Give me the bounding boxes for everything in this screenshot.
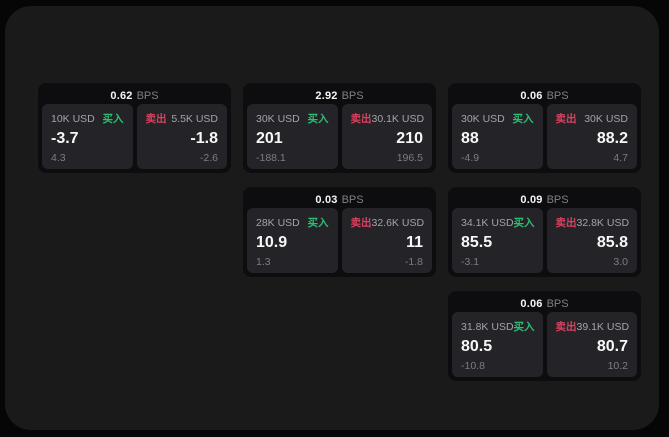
sell-side-label: 卖出 bbox=[555, 113, 577, 125]
buy-secondary-value: -188.1 bbox=[256, 151, 286, 164]
buy-price-value: 10.9 bbox=[256, 234, 288, 252]
buy-quote-tile[interactable]: 30K USD 买入 201 -188.1 bbox=[247, 104, 338, 169]
sell-quote-tile[interactable]: 卖出 5.5K USD -1.8 -2.6 bbox=[136, 104, 227, 169]
bps-header: 0.06 BPS bbox=[452, 87, 637, 104]
bps-value: 0.03 bbox=[315, 193, 338, 206]
quote-card: 0.09 BPS 34.1K USD 买入 85.5 -3.1 卖出 32.8K… bbox=[448, 187, 641, 277]
buy-secondary-value: -4.9 bbox=[461, 151, 480, 164]
sell-side-label: 卖出 bbox=[350, 113, 372, 125]
bps-unit-label: BPS bbox=[546, 89, 569, 102]
sell-secondary-value: -1.8 bbox=[404, 255, 423, 268]
sell-side-label: 卖出 bbox=[145, 113, 167, 125]
sell-secondary-value: 4.7 bbox=[613, 151, 628, 164]
buy-price-value: 80.5 bbox=[461, 338, 493, 356]
buy-quote-tile[interactable]: 28K USD 买入 10.9 1.3 bbox=[247, 208, 338, 273]
sell-quote-tile[interactable]: 卖出 30K USD 88.2 4.7 bbox=[546, 104, 637, 169]
buy-notional-label: 30K USD bbox=[256, 112, 300, 125]
buy-notional-label: 31.8K USD bbox=[461, 320, 514, 333]
bps-header: 2.92 BPS bbox=[247, 87, 432, 104]
sell-side-label: 卖出 bbox=[555, 321, 577, 333]
buy-price-value: 201 bbox=[256, 130, 283, 148]
sell-price-value: 80.7 bbox=[596, 338, 628, 356]
bps-header: 0.06 BPS bbox=[452, 295, 637, 312]
bps-unit-label: BPS bbox=[546, 193, 569, 206]
quote-tiles: 31.8K USD 买入 80.5 -10.8 卖出 39.1K USD 80.… bbox=[452, 312, 637, 377]
sell-side-label: 卖出 bbox=[555, 217, 577, 229]
buy-secondary-value: -10.8 bbox=[461, 359, 485, 372]
bps-header: 0.09 BPS bbox=[452, 191, 637, 208]
bps-value: 0.09 bbox=[520, 193, 543, 206]
buy-side-label: 买入 bbox=[513, 217, 535, 229]
quote-tiles: 30K USD 买入 201 -188.1 卖出 30.1K USD 210 1… bbox=[247, 104, 432, 169]
buy-notional-label: 28K USD bbox=[256, 216, 300, 229]
buy-secondary-value: -3.1 bbox=[461, 255, 480, 268]
bps-value: 2.92 bbox=[315, 89, 338, 102]
quotes-grid: 0.62 BPS 10K USD 买入 -3.7 4.3 卖出 5.5K USD bbox=[38, 83, 641, 381]
bps-value: 0.06 bbox=[520, 297, 543, 310]
sell-secondary-value: 196.5 bbox=[396, 151, 423, 164]
buy-quote-tile[interactable]: 30K USD 买入 88 -4.9 bbox=[452, 104, 543, 169]
quote-card: 0.03 BPS 28K USD 买入 10.9 1.3 卖出 32.6K US… bbox=[243, 187, 436, 277]
sell-quote-tile[interactable]: 卖出 32.8K USD 85.8 3.0 bbox=[546, 208, 637, 273]
sell-notional-label: 32.6K USD bbox=[371, 216, 425, 229]
bps-unit-label: BPS bbox=[341, 89, 364, 102]
buy-side-label: 买入 bbox=[512, 113, 534, 125]
bps-value: 0.06 bbox=[520, 89, 543, 102]
buy-side-label: 买入 bbox=[307, 113, 329, 125]
sell-quote-tile[interactable]: 卖出 39.1K USD 80.7 10.2 bbox=[546, 312, 637, 377]
bps-unit-label: BPS bbox=[341, 193, 364, 206]
bps-header: 0.03 BPS bbox=[247, 191, 432, 208]
quote-tiles: 28K USD 买入 10.9 1.3 卖出 32.6K USD 11 -1.8 bbox=[247, 208, 432, 273]
sell-secondary-value: 3.0 bbox=[613, 255, 628, 268]
buy-price-value: 85.5 bbox=[461, 234, 493, 252]
buy-side-label: 买入 bbox=[102, 113, 124, 125]
sell-price-value: 88.2 bbox=[596, 130, 628, 148]
quotes-panel-surface: 0.62 BPS 10K USD 买入 -3.7 4.3 卖出 5.5K USD bbox=[5, 6, 659, 430]
buy-side-label: 买入 bbox=[307, 217, 329, 229]
bps-value: 0.62 bbox=[110, 89, 133, 102]
quote-card: 2.92 BPS 30K USD 买入 201 -188.1 卖出 30.1K … bbox=[243, 83, 436, 173]
sell-notional-label: 30K USD bbox=[584, 112, 628, 125]
sell-notional-label: 5.5K USD bbox=[171, 112, 218, 125]
buy-secondary-value: 4.3 bbox=[51, 151, 66, 164]
sell-notional-label: 30.1K USD bbox=[371, 112, 425, 125]
quote-tiles: 10K USD 买入 -3.7 4.3 卖出 5.5K USD -1.8 -2.… bbox=[42, 104, 227, 169]
bps-unit-label: BPS bbox=[546, 297, 569, 310]
sell-secondary-value: 10.2 bbox=[607, 359, 628, 372]
sell-price-value: -1.8 bbox=[190, 130, 218, 148]
quote-tiles: 30K USD 买入 88 -4.9 卖出 30K USD 88.2 4.7 bbox=[452, 104, 637, 169]
sell-notional-label: 39.1K USD bbox=[576, 320, 630, 333]
sell-secondary-value: -2.6 bbox=[199, 151, 218, 164]
buy-notional-label: 10K USD bbox=[51, 112, 95, 125]
buy-secondary-value: 1.3 bbox=[256, 255, 271, 268]
quote-tiles: 34.1K USD 买入 85.5 -3.1 卖出 32.8K USD 85.8… bbox=[452, 208, 637, 273]
buy-side-label: 买入 bbox=[513, 321, 535, 333]
buy-quote-tile[interactable]: 31.8K USD 买入 80.5 -10.8 bbox=[452, 312, 543, 377]
buy-notional-label: 34.1K USD bbox=[461, 216, 514, 229]
bps-header: 0.62 BPS bbox=[42, 87, 227, 104]
buy-quote-tile[interactable]: 34.1K USD 买入 85.5 -3.1 bbox=[452, 208, 543, 273]
sell-price-value: 85.8 bbox=[596, 234, 628, 252]
buy-price-value: 88 bbox=[461, 130, 479, 148]
sell-quote-tile[interactable]: 卖出 30.1K USD 210 196.5 bbox=[341, 104, 432, 169]
buy-price-value: -3.7 bbox=[51, 130, 79, 148]
buy-notional-label: 30K USD bbox=[461, 112, 505, 125]
quote-card: 0.62 BPS 10K USD 买入 -3.7 4.3 卖出 5.5K USD bbox=[38, 83, 231, 173]
quote-card: 0.06 BPS 31.8K USD 买入 80.5 -10.8 卖出 39.1… bbox=[448, 291, 641, 381]
sell-price-value: 11 bbox=[406, 234, 423, 252]
sell-side-label: 卖出 bbox=[350, 217, 372, 229]
sell-price-value: 210 bbox=[396, 130, 423, 148]
bps-unit-label: BPS bbox=[136, 89, 159, 102]
sell-notional-label: 32.8K USD bbox=[576, 216, 630, 229]
sell-quote-tile[interactable]: 卖出 32.6K USD 11 -1.8 bbox=[341, 208, 432, 273]
buy-quote-tile[interactable]: 10K USD 买入 -3.7 4.3 bbox=[42, 104, 133, 169]
quote-card: 0.06 BPS 30K USD 买入 88 -4.9 卖出 30K USD bbox=[448, 83, 641, 173]
